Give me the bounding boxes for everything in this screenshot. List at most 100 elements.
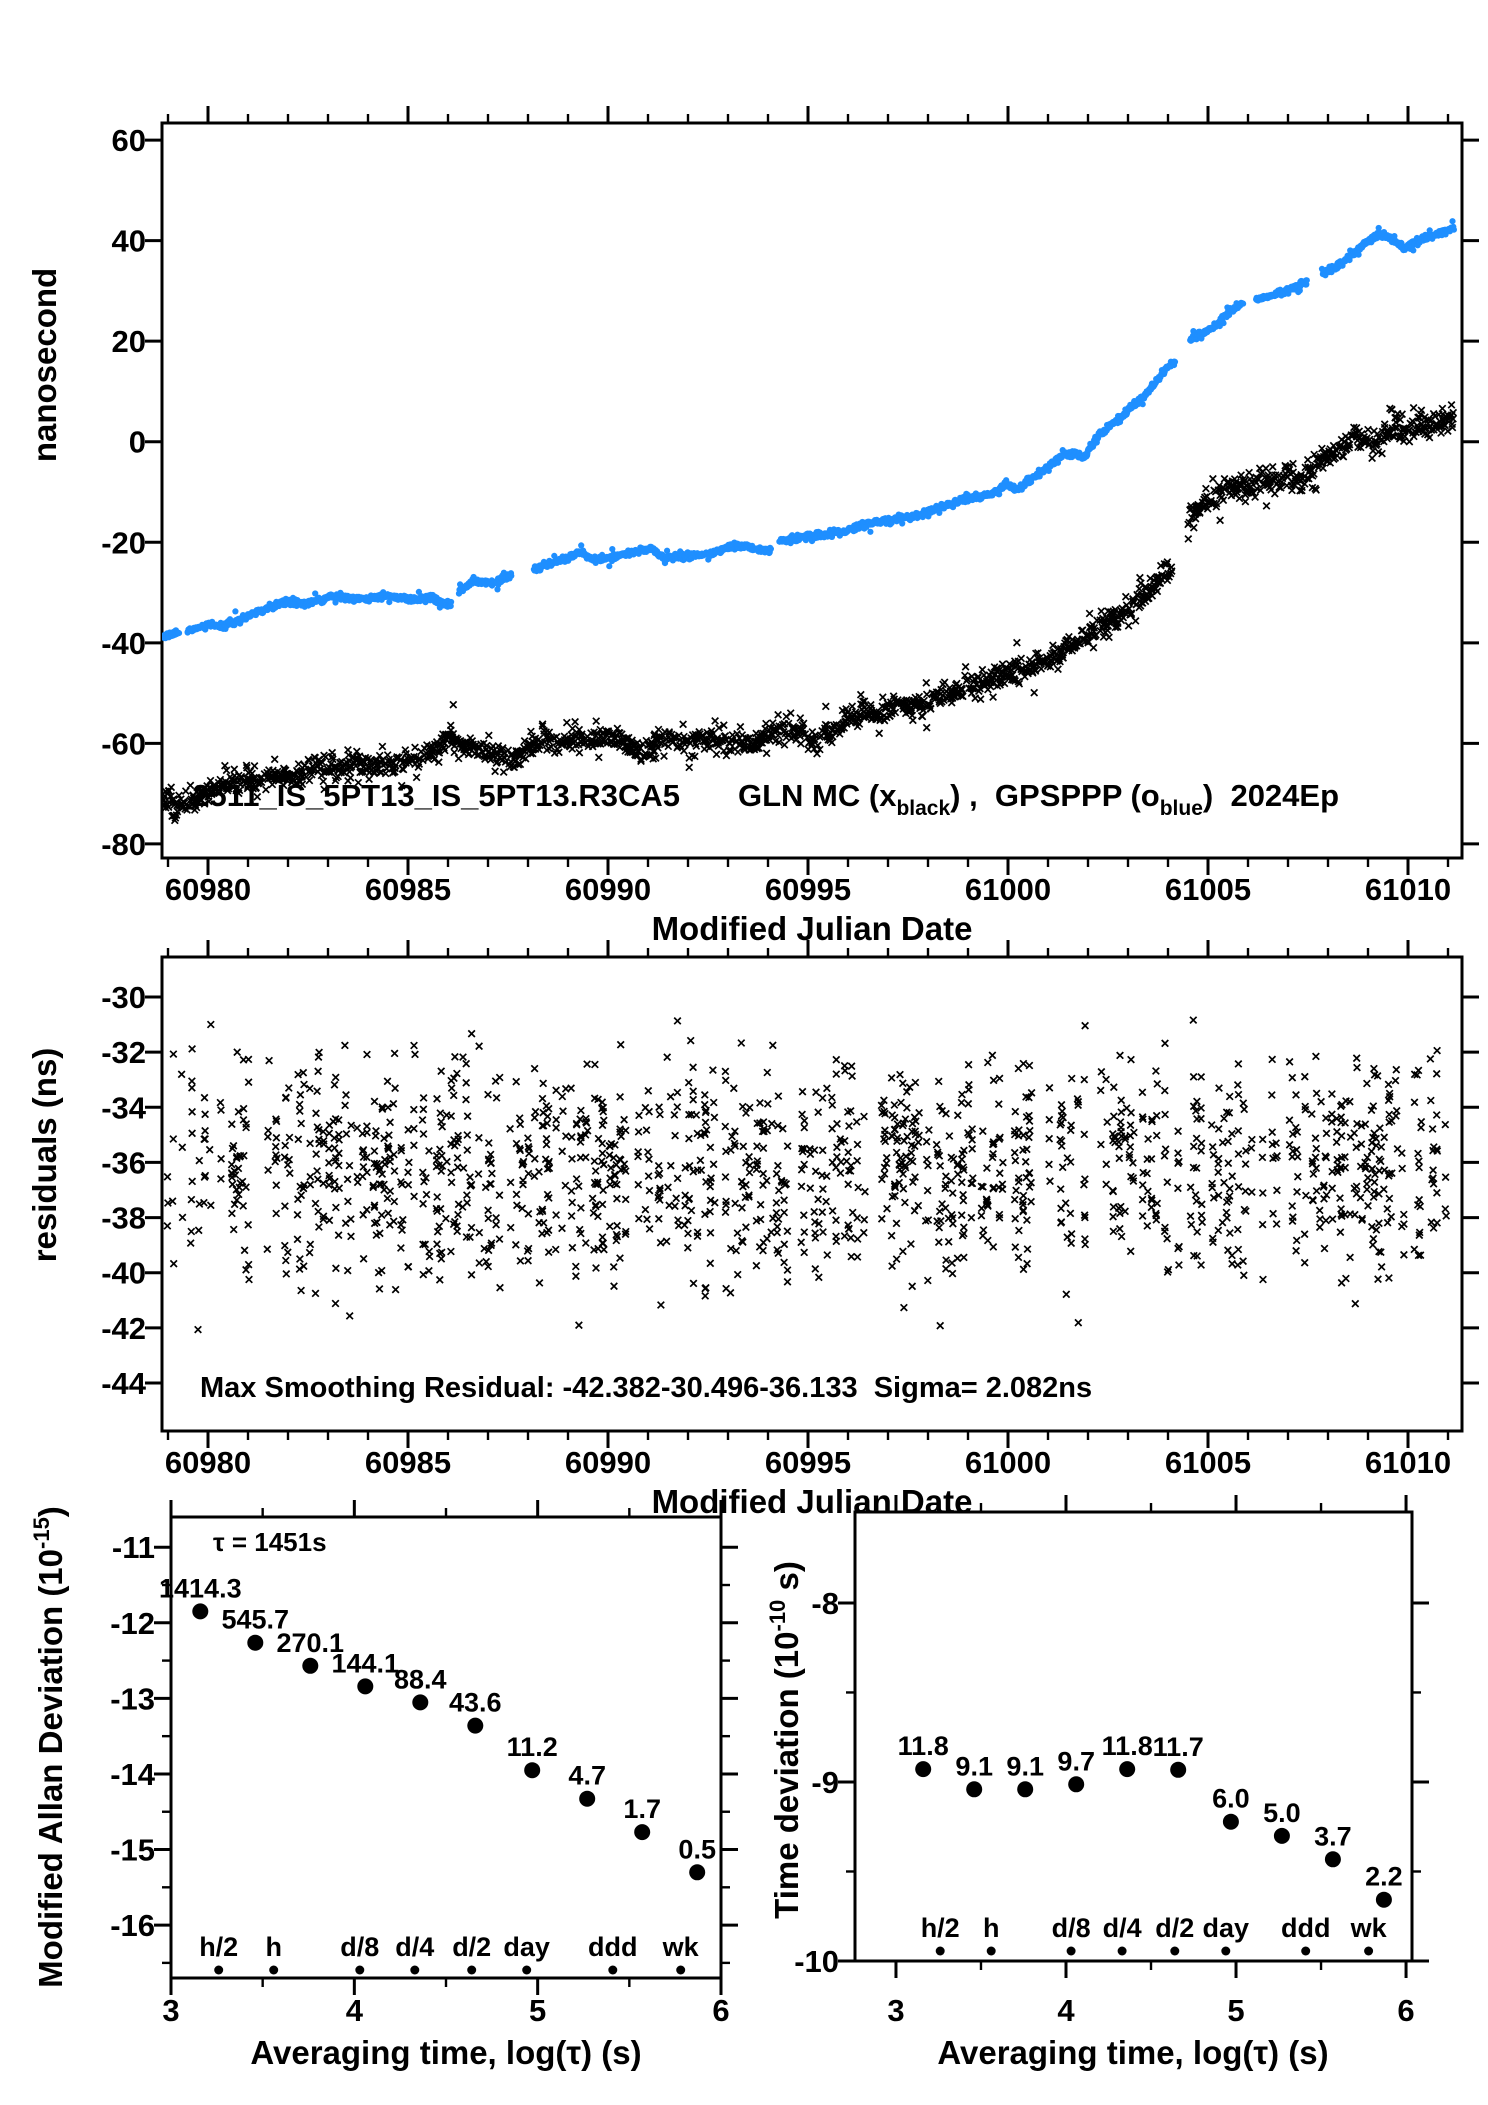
residuals-xlabel: Modified Julian Date bbox=[652, 1483, 973, 1520]
plot-box bbox=[160, 121, 1464, 860]
time-marker-dot bbox=[1364, 1946, 1374, 1956]
time-marker-label: d/2 bbox=[1155, 1913, 1194, 1943]
time-marker-label: d/8 bbox=[1052, 1913, 1091, 1943]
mdev-chart: 3 4 5 6-11-12-13-14-15-161414.3545.7270.114… bbox=[110, 1500, 738, 2028]
x-tick-label: 4 bbox=[346, 1993, 364, 2028]
x-tick-label: 60985 bbox=[365, 872, 451, 907]
time-marker-label: d/4 bbox=[1103, 1913, 1142, 1943]
x-tick-label: 61000 bbox=[965, 872, 1051, 907]
x-tick-label: 3 bbox=[887, 1993, 904, 2028]
dev-point-label: 11.8 bbox=[1102, 1731, 1153, 1761]
y-tick-label: -11 bbox=[112, 1530, 155, 1565]
tdev-ylabel: Time deviation (10-10 s) bbox=[765, 1561, 805, 1919]
y-tick-label: 40 bbox=[112, 224, 146, 259]
mdev-ylabel: Modified Allan Deviation (10-15) bbox=[29, 1506, 69, 1988]
time-marker-dot bbox=[1066, 1946, 1076, 1956]
time-marker-label: ddd bbox=[588, 1932, 637, 1962]
time-marker-label: h/2 bbox=[199, 1932, 238, 1962]
dev-point-label: 4.7 bbox=[568, 1761, 606, 1791]
dev-point-label: 11.7 bbox=[1153, 1732, 1204, 1762]
mdev-time-markers: h/2 h d/8 d/4 d/2 day ddd wk bbox=[199, 1932, 700, 1975]
top-chart-legend: GLN MC (xblack) , GPSPPP (oblue) 2024Ep bbox=[738, 778, 1339, 820]
dev-point-label: 1.7 bbox=[623, 1794, 661, 1824]
dev-point bbox=[689, 1864, 706, 1881]
x-tick-label: 60990 bbox=[565, 872, 651, 907]
residuals-chart: 60980 60985 60990 60995 61000 61005 61010 -30 -3… bbox=[101, 940, 1479, 1480]
x-tick-label: 61005 bbox=[1165, 872, 1251, 907]
dev-point bbox=[1324, 1851, 1341, 1868]
dev-point-label: 5.0 bbox=[1263, 1798, 1301, 1828]
time-marker-dot bbox=[1301, 1946, 1311, 1956]
time-marker-dot bbox=[935, 1946, 945, 1956]
time-marker-label: wk bbox=[1350, 1913, 1388, 1943]
y-tick-label: -44 bbox=[101, 1366, 147, 1401]
y-tick-label: -80 bbox=[101, 827, 146, 862]
dev-point-label: 144.1 bbox=[332, 1648, 400, 1678]
time-marker-dot bbox=[1117, 1946, 1127, 1956]
y-tick-label: -32 bbox=[101, 1035, 146, 1070]
dev-point-label: 6.0 bbox=[1212, 1784, 1250, 1814]
dev-point bbox=[1273, 1827, 1290, 1844]
x-tick-label: 61005 bbox=[1165, 1445, 1251, 1480]
time-marker-label: wk bbox=[662, 1932, 700, 1962]
time-marker-label: h bbox=[983, 1913, 1000, 1943]
time-marker-label: day bbox=[1203, 1913, 1250, 1943]
time-marker-dot bbox=[214, 1965, 224, 1975]
time-marker-dot bbox=[467, 1965, 477, 1975]
residuals-points bbox=[163, 1015, 1451, 1334]
y-tick-label: 0 bbox=[129, 425, 146, 460]
mdev-tau-note: τ = 1451s bbox=[213, 1527, 327, 1557]
dev-point-label: 3.7 bbox=[1314, 1821, 1352, 1851]
tdev-points: 11.89.1 9.1 9.711.8 11.76.0 5.03.72.2 bbox=[898, 1731, 1403, 1908]
time-marker-label: day bbox=[503, 1932, 550, 1962]
dev-point bbox=[1375, 1891, 1392, 1908]
dev-point-label: 2.2 bbox=[1365, 1862, 1403, 1892]
time-marker-dot bbox=[676, 1965, 686, 1975]
top-chart-title: _2511_IS_5PT13_IS_5PT13.R3CA5 bbox=[174, 778, 680, 813]
plot-box bbox=[853, 1510, 1414, 1963]
y-tick-label: -10 bbox=[794, 1944, 839, 1979]
dev-point bbox=[1068, 1776, 1085, 1793]
y-tick-label: -40 bbox=[101, 626, 146, 661]
y-tick-label: -15 bbox=[110, 1833, 155, 1868]
time-marker-dot bbox=[1170, 1946, 1180, 1956]
x-tick-label: 60995 bbox=[765, 1445, 851, 1480]
time-marker-dot bbox=[410, 1965, 420, 1975]
top-chart-xlabel: Modified Julian Date bbox=[652, 910, 973, 947]
y-tick-label: -60 bbox=[101, 726, 146, 761]
time-marker-dot bbox=[986, 1946, 996, 1956]
x-tick-label: 60990 bbox=[565, 1445, 651, 1480]
dev-point-label: 270.1 bbox=[277, 1628, 345, 1658]
time-marker-dot bbox=[522, 1965, 532, 1975]
x-tick-label: 5 bbox=[1227, 1993, 1244, 2028]
top-chart-ylabel: nanosecond bbox=[26, 268, 63, 462]
time-marker-dot bbox=[608, 1965, 618, 1975]
dev-point bbox=[524, 1762, 541, 1779]
dev-point bbox=[247, 1634, 264, 1651]
y-tick-label: -13 bbox=[110, 1681, 155, 1716]
residuals-ylabel: residuals (ns) bbox=[26, 1048, 63, 1263]
gpsppp-series bbox=[162, 218, 1457, 642]
dev-point bbox=[915, 1761, 932, 1778]
dev-point bbox=[192, 1603, 209, 1620]
dev-point-label: 1414.3 bbox=[159, 1573, 242, 1603]
y-tick-label: -40 bbox=[101, 1256, 146, 1291]
glnmc-series bbox=[162, 400, 1458, 825]
dev-point-label: 9.1 bbox=[1006, 1751, 1044, 1781]
dev-point-label: 0.5 bbox=[678, 1834, 716, 1864]
dev-point-label: 11.8 bbox=[898, 1731, 949, 1761]
y-tick-label: -8 bbox=[811, 1586, 839, 1621]
y-tick-label: -42 bbox=[101, 1311, 146, 1346]
dev-point bbox=[1170, 1761, 1187, 1778]
dev-point-label: 88.4 bbox=[394, 1664, 447, 1694]
y-tick-label: -30 bbox=[101, 980, 146, 1015]
y-tick-label: -12 bbox=[110, 1606, 155, 1641]
top-chart-series bbox=[162, 218, 1458, 825]
dev-point bbox=[412, 1694, 429, 1711]
x-tick-label: 60980 bbox=[165, 872, 251, 907]
y-tick-label: -9 bbox=[811, 1765, 839, 1800]
x-tick-label: 5 bbox=[529, 1993, 546, 2028]
dev-point-label: 11.2 bbox=[507, 1732, 558, 1762]
dev-point bbox=[966, 1781, 983, 1798]
